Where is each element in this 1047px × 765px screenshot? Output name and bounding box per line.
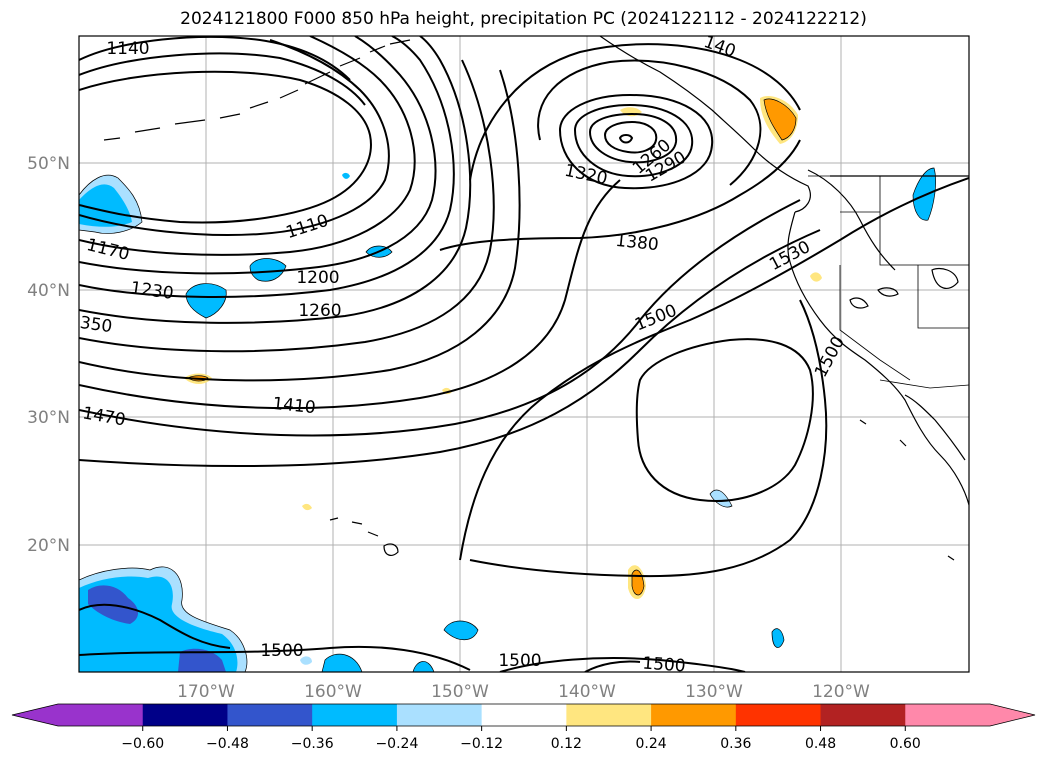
contour-label: 1200 (296, 268, 339, 288)
lon-label: 120°W (812, 682, 870, 702)
lat-label: 30°N (27, 408, 70, 428)
colorbar-segment (820, 704, 906, 726)
map-content: 1140 140 1110 1170 1200 1230 1260 350 14… (79, 36, 969, 677)
graticule (79, 36, 969, 672)
map-background (79, 36, 969, 672)
lon-label: 130°W (685, 682, 743, 702)
colorbar-tick-label: 0.24 (636, 736, 667, 752)
colorbar-tick-label: 0.48 (805, 736, 836, 752)
colorbar-tick-label: −0.48 (206, 736, 249, 752)
colorbar-segment (566, 704, 652, 726)
colorbar-tick-label: −0.24 (375, 736, 418, 752)
contour-labels: 1140 140 1110 1170 1200 1230 1260 350 14… (79, 36, 849, 677)
longitude-labels: 170°W 160°W 150°W 140°W 130°W 120°W (177, 682, 870, 702)
lon-label: 160°W (304, 682, 362, 702)
colorbar-segment (58, 704, 144, 726)
height-contours (79, 36, 969, 672)
colorbar-tick-label: −0.12 (460, 736, 503, 752)
colorbar-segment (481, 704, 567, 726)
contour-label: 1500 (260, 641, 303, 661)
contour-label: 1500 (642, 654, 687, 677)
lon-label: 150°W (431, 682, 489, 702)
borders (808, 175, 969, 389)
lon-label: 140°W (558, 682, 616, 702)
map-frame (78, 35, 970, 673)
colorbar-segment (227, 704, 313, 726)
contour-label: 1380 (614, 231, 659, 255)
colorbar-tick-label: −0.36 (291, 736, 334, 752)
contour-label: 1410 (271, 394, 316, 418)
contour-label: 350 (79, 313, 114, 337)
lat-label: 20°N (27, 536, 70, 556)
contour-label: 1260 (298, 301, 341, 321)
contour-label: 1140 (106, 39, 149, 59)
colorbar-segment (396, 704, 483, 726)
lat-label: 40°N (27, 281, 70, 301)
colorbar-tick-label: 0.12 (551, 736, 582, 752)
colorbar-segment (312, 704, 398, 726)
latitude-labels: 50°N 40°N 30°N 20°N (27, 154, 70, 556)
colorbar-segment (651, 704, 737, 726)
colorbar-segment (735, 704, 822, 726)
colorbar: −0.60 −0.48 −0.36 −0.24 −0.12 0.12 0.24 0.36 0.4… (11, 703, 1036, 752)
contour-label: 1500 (498, 651, 541, 671)
colorbar-segment (905, 704, 991, 726)
map-title: 2024121800 F000 850 hPa height, precipit… (180, 9, 867, 29)
lon-label: 170°W (177, 682, 235, 702)
lat-label: 50°N (27, 154, 70, 174)
colorbar-under-arrow (12, 704, 58, 726)
colorbar-tick-label: 0.60 (890, 736, 921, 752)
colorbar-tick-label: 0.36 (720, 736, 751, 752)
colorbar-segment (142, 704, 229, 726)
colorbar-tick-label: −0.60 (121, 736, 164, 752)
coastlines (103, 36, 969, 561)
colorbar-over-arrow (990, 704, 1035, 726)
precip-shading (79, 95, 936, 672)
